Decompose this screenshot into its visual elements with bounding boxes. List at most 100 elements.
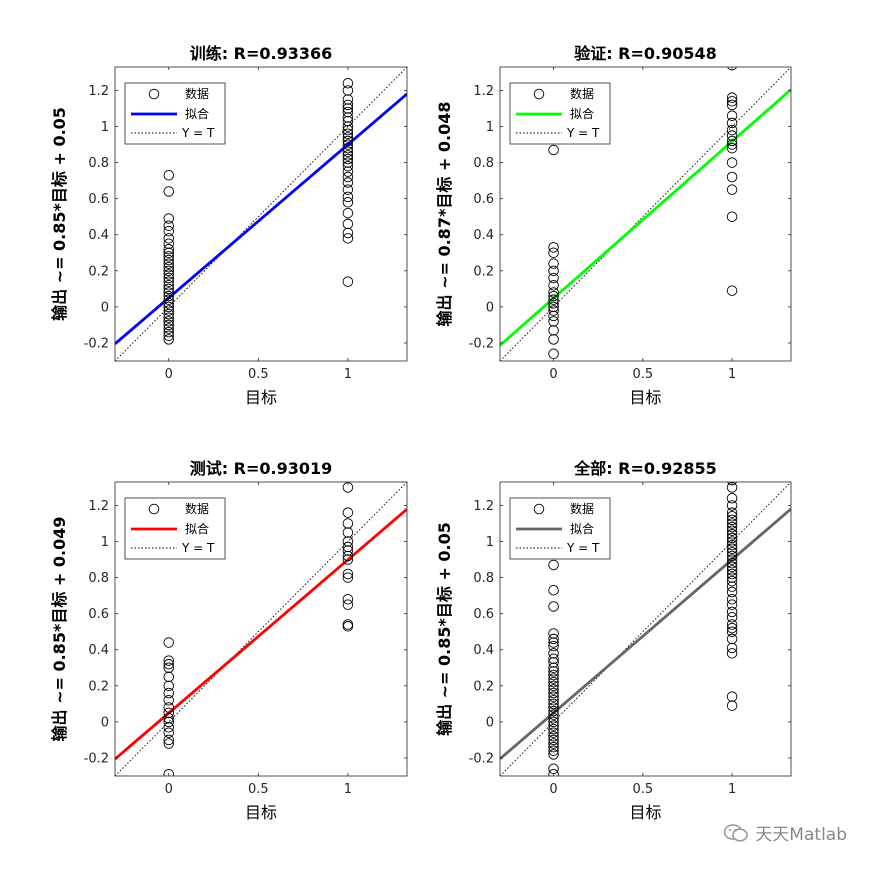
y-tick-label: 0.8 [88, 571, 109, 586]
data-point [726, 521, 738, 533]
data-point [342, 518, 354, 529]
data-point [163, 658, 174, 670]
data-point [342, 142, 354, 154]
data-point [726, 536, 738, 547]
data-point [342, 621, 354, 632]
data-point [163, 671, 174, 683]
y-axis-label: 输出 ~= 0.85*目标 + 0.05 [50, 107, 69, 321]
data-point [548, 676, 559, 688]
data-point [163, 716, 174, 728]
data-point [342, 191, 354, 203]
legend-label-identity: Y = T [181, 541, 215, 555]
data-point [726, 110, 738, 121]
data-point [163, 254, 174, 266]
data-point [548, 247, 559, 259]
data-point [163, 713, 174, 724]
data-point [726, 557, 738, 569]
data-point [548, 265, 559, 277]
data-point [163, 238, 174, 250]
data-point [726, 507, 738, 518]
data-point [726, 586, 738, 598]
data-point [726, 543, 738, 554]
data-point [726, 648, 738, 659]
data-point [548, 745, 559, 756]
y-tick-label: 0 [486, 300, 494, 315]
data-point [342, 115, 354, 127]
data-point [548, 648, 559, 659]
data-point [163, 738, 174, 749]
y-tick-label: 0.2 [473, 264, 494, 279]
y-tick-label: 0 [486, 715, 494, 730]
data-point [548, 637, 559, 648]
data-point [342, 99, 354, 111]
data-point [726, 525, 738, 536]
data-point [726, 572, 738, 583]
y-tick-label: 0.2 [88, 264, 109, 279]
data-point [548, 272, 559, 284]
data-point [342, 207, 354, 219]
data-point [726, 117, 738, 129]
data-point [163, 727, 174, 738]
data-point [548, 687, 559, 699]
data-point [163, 265, 174, 277]
data-point [726, 550, 738, 562]
data-point [163, 294, 174, 305]
data-point [342, 554, 354, 565]
data-point [548, 727, 559, 738]
data-point [163, 334, 174, 345]
identity-line [115, 67, 407, 361]
data-point [548, 310, 559, 322]
data-point [726, 135, 738, 147]
data-point [726, 130, 738, 141]
data-point [726, 171, 738, 183]
identity-line [500, 67, 791, 361]
data-point [548, 325, 559, 336]
data-point [342, 124, 354, 136]
data-point [342, 184, 354, 195]
x-tick-label: 1 [344, 367, 352, 382]
data-point [548, 709, 559, 720]
x-tick-label: 0.5 [632, 367, 653, 382]
y-tick-label: 0.8 [473, 571, 494, 586]
data-point [342, 593, 354, 605]
data-point [726, 124, 738, 136]
data-point [726, 561, 738, 573]
data-point [342, 77, 354, 89]
legend-label-fit: 拟合 [570, 106, 594, 121]
subplot-2: 0 0.5 1 -0.2 0 0.2 0.4 0.6 0.8 1 1.2 验证: R=0.90548 目… [435, 44, 792, 407]
y-tick-label: 0 [101, 300, 109, 315]
data-point [342, 121, 354, 132]
data-point [726, 184, 738, 195]
data-point [342, 132, 354, 143]
data-point [726, 581, 738, 592]
data-point [163, 330, 174, 341]
chart-title: 测试: R=0.93019 [190, 459, 333, 478]
data-point [163, 269, 174, 280]
data-point [726, 532, 738, 544]
data-point [163, 251, 174, 262]
y-tick-label: 0 [101, 715, 109, 730]
x-tick-label: 0.5 [248, 367, 269, 382]
x-axis-label: 目标 [245, 388, 277, 407]
y-tick-label: 0.6 [473, 192, 494, 207]
data-point [726, 568, 738, 580]
data-point [548, 628, 559, 639]
data-point [163, 734, 174, 746]
y-tick-label: 0.4 [473, 228, 494, 243]
y-tick-label: -0.2 [84, 336, 109, 351]
data-point [726, 500, 738, 511]
plot-content [115, 67, 407, 361]
x-axis-label: 目标 [245, 803, 277, 822]
data-point [726, 642, 738, 654]
data-point [548, 298, 559, 309]
y-tick-label: 0.6 [88, 607, 109, 622]
data-point [163, 258, 174, 269]
data-point [163, 220, 174, 231]
x-tick-label: 0.5 [632, 782, 653, 797]
data-point [163, 323, 174, 334]
data-point [548, 584, 559, 596]
y-tick-label: 0.2 [88, 679, 109, 694]
data-point [726, 565, 738, 576]
